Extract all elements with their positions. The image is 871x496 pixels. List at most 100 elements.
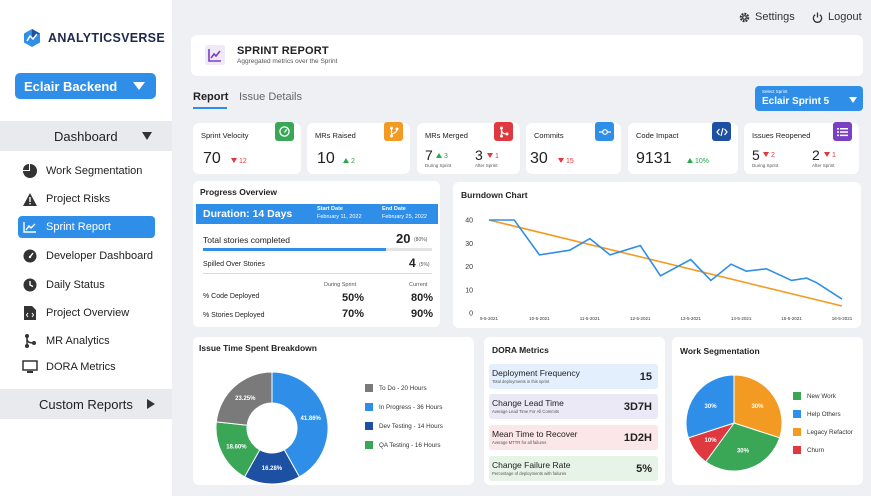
kpi-delta-value: 1	[832, 152, 836, 159]
page-header: SPRINT REPORT Aggregated metrics over th…	[191, 35, 863, 76]
dora-mean-time-to-recover[interactable]: Mean Time to Recover Average MTTR for al…	[489, 425, 658, 450]
kpi-delta: 15	[558, 158, 574, 165]
work-segmentation-pie-chart: 30% 30% 10% 30%	[685, 374, 783, 472]
sidebar-item-daily-status[interactable]: Daily Status	[18, 274, 155, 296]
kpi-mrs-raised: MRs Raised 10 2	[307, 122, 410, 174]
slice-label: 18.60%	[226, 444, 247, 450]
brand-name: ANALYTICSVERSE	[48, 31, 165, 45]
divider	[203, 273, 432, 274]
kpi-delta-value: 12	[239, 158, 247, 165]
legend-swatch	[365, 441, 373, 449]
sidebar-item-developer-dashboard[interactable]: Developer Dashboard	[18, 245, 155, 267]
legend-item: New Work	[793, 392, 836, 400]
gauge-icon	[275, 122, 294, 141]
arrow-down-icon	[558, 158, 564, 163]
code-deployed-during: 50%	[342, 292, 365, 304]
section-title: DORA Metrics	[492, 345, 549, 355]
commit-icon	[595, 122, 614, 141]
x-tick-label: 10-5-2021	[529, 316, 550, 321]
sidebar-item-sprint-report[interactable]: Sprint Report	[18, 216, 155, 238]
dashboard-menu-toggle[interactable]: Dashboard	[0, 121, 172, 151]
x-tick-label: 16-5-2021	[832, 316, 853, 321]
kpi-value: 30	[530, 150, 548, 167]
custom-reports-toggle[interactable]: Custom Reports	[0, 389, 172, 419]
sidebar-item-mr-analytics[interactable]: MR Analytics	[18, 330, 155, 352]
sidebar-item-work-segmentation[interactable]: Work Segmentation	[18, 160, 155, 182]
section-title: Work Segmentation	[680, 346, 760, 356]
custom-reports-label: Custom Reports	[39, 396, 133, 412]
dora-change-lead-time[interactable]: Change Lead Time Average Lead Time For A…	[489, 394, 658, 419]
legend-swatch	[793, 410, 801, 418]
section-title: Progress Overview	[200, 187, 278, 197]
sprint-select[interactable]: Select Sprint Eclair Sprint 5	[755, 86, 863, 111]
x-tick-label: 13-5-2021	[680, 316, 701, 321]
y-tick-label: 40	[465, 218, 473, 225]
brand-logo-icon	[24, 29, 40, 47]
kpi-delta: 2	[343, 158, 355, 165]
gauge-icon	[22, 248, 38, 264]
logout-button[interactable]: Logout	[812, 11, 862, 23]
dashboard-menu-label: Dashboard	[54, 128, 118, 144]
legend-label: New Work	[807, 392, 836, 400]
dora-change-failure-rate[interactable]: Change Failure Rate Percentage of deploy…	[489, 456, 658, 481]
pie-slice[interactable]	[271, 371, 329, 478]
end-date: February 25, 2022	[382, 214, 427, 220]
section-title: Issue Time Spent Breakdown	[199, 343, 317, 353]
pie-slice[interactable]	[733, 374, 783, 439]
pie-slice[interactable]	[215, 371, 273, 426]
team-select-value: Eclair Backend	[24, 78, 118, 94]
kpi-during-value: 5	[752, 147, 760, 163]
kpi-title: Issues Reopened	[752, 131, 811, 140]
logout-label: Logout	[828, 11, 862, 23]
y-tick-label: 20	[465, 264, 473, 271]
kpi-value: 70	[203, 150, 221, 167]
sidebar-item-label: Work Segmentation	[46, 165, 143, 177]
kpi-delta-value: 15	[566, 158, 574, 165]
sidebar-item-label: Developer Dashboard	[46, 250, 154, 262]
dora-deployment-frequency[interactable]: Deployment Frequency Total deployments i…	[489, 364, 658, 389]
sidebar-item-project-risks[interactable]: Project Risks	[18, 188, 155, 210]
completion-progress-bar	[203, 248, 432, 251]
kpi-delta: 10%	[687, 158, 709, 165]
legend-item: Legacy Refactor	[793, 428, 853, 436]
sidebar-item-label: Daily Status	[46, 279, 105, 291]
code-icon	[712, 122, 731, 141]
kpi-title: MRs Raised	[315, 131, 356, 140]
sidebar-item-label: Project Overview	[46, 307, 130, 319]
brand-logo[interactable]: ANALYTICSVERSE	[22, 28, 165, 48]
settings-button[interactable]: Settings	[739, 11, 795, 23]
trend-chart-icon	[205, 45, 225, 65]
work-segmentation-card: Work Segmentation 30% 30% 10% 30% New Work H…	[672, 337, 863, 485]
legend-swatch	[365, 422, 373, 430]
sidebar-item-label: DORA Metrics	[46, 361, 116, 373]
sidebar-item-project-overview[interactable]: Project Overview	[18, 302, 155, 324]
arrow-down-icon	[824, 152, 830, 157]
kpi-after-label: After Sprint	[812, 163, 835, 168]
kpi-issues-reopened: Issues Reopened 5 2 During Sprint 2 1 Af…	[744, 122, 859, 174]
progress-overview-card: Progress Overview Duration: 14 Days Star…	[193, 181, 440, 327]
actual-burndown-line	[489, 219, 843, 300]
tab-issue-details[interactable]: Issue Details	[239, 91, 302, 103]
pie-slice[interactable]	[685, 374, 735, 439]
kpi-after-value: 3	[475, 147, 483, 163]
kpi-mrs-merged: MRs Merged 7 3 During Sprint 3 1 After S…	[417, 122, 520, 174]
stories-completed-value: 20	[396, 231, 411, 246]
tab-report[interactable]: Report	[193, 91, 229, 103]
kpi-title: Code Impact	[636, 131, 679, 140]
ideal-burndown-line	[488, 219, 843, 307]
dora-metric-subtitle: Average Lead Time For All Commits	[492, 409, 559, 414]
document-code-icon	[22, 305, 38, 321]
legend-item: Dev Testing - 14 Hours	[365, 422, 443, 430]
dora-metric-name: Deployment Frequency	[492, 368, 580, 378]
chevron-down-icon	[849, 97, 857, 103]
sprint-select-label: Select Sprint	[762, 89, 788, 94]
sidebar-item-label: Sprint Report	[46, 221, 111, 233]
x-tick-label: 14-5-2021	[731, 316, 752, 321]
team-select[interactable]: Eclair Backend	[15, 73, 156, 99]
slice-label: 30%	[751, 404, 764, 410]
dora-metric-name: Change Lead Time	[492, 398, 564, 408]
sidebar-item-dora-metrics[interactable]: DORA Metrics	[18, 356, 155, 378]
pie-slice[interactable]	[705, 422, 781, 472]
legend-label: QA Testing - 16 Hours	[379, 441, 441, 449]
page-subtitle: Aggregated metrics over the Sprint	[237, 58, 338, 65]
